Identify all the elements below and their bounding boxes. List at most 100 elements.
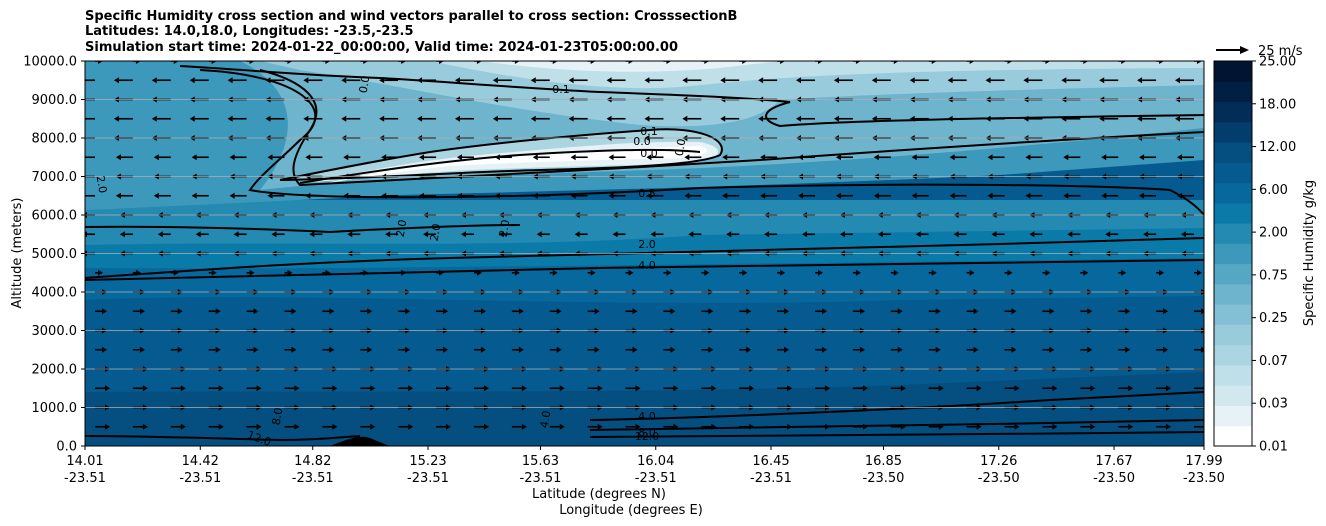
x-tick-label-lat: 15.23 <box>409 454 446 469</box>
wind-vector-head <box>343 192 349 199</box>
colorbar-tick-label: 12.00 <box>1259 140 1296 155</box>
colorbar-segment <box>1214 223 1252 244</box>
wind-vector-head <box>521 423 527 430</box>
wind-vector-head <box>1049 346 1055 353</box>
colorbar-segment <box>1214 81 1252 103</box>
wind-vector-head <box>574 231 580 238</box>
chart-title-line-3: Simulation start time: 2024-01-22_00:00:… <box>85 40 678 55</box>
x-tick-label-lat: 14.82 <box>294 454 331 469</box>
wind-vector-head <box>900 385 906 392</box>
wind-vector-head <box>976 385 982 392</box>
colorbar-tick-label: 2.00 <box>1259 226 1288 241</box>
contour-labels: 0.10.00.10.00.0 0.00.52.02.0 2.0 2.02.04.08… <box>94 75 689 449</box>
wind-vector-head <box>157 231 163 238</box>
x-tick-label-lat: 14.01 <box>66 454 103 469</box>
contour-label: 4.0 <box>638 410 656 423</box>
chart-title-line-2: Latitudes: 14.0,18.0, Longitudes: -23.5,… <box>85 24 414 39</box>
wind-vector-head <box>379 115 385 122</box>
wind-vector-head <box>113 115 119 122</box>
wind-vector-head <box>227 77 233 84</box>
wind-vector-head <box>385 231 391 238</box>
y-tick-label: 9000.0 <box>32 93 78 108</box>
wind-vector-head <box>1099 77 1105 84</box>
contour-label: 0.1 <box>552 83 570 96</box>
wind-vector-head <box>303 77 309 84</box>
wind-vector-head <box>514 61 520 64</box>
wind-vector-head <box>115 154 121 161</box>
wind-vector-head <box>897 346 903 353</box>
wind-vector-head <box>1101 192 1107 199</box>
wind-vector-head <box>1052 423 1058 430</box>
y-tick-label: 8000.0 <box>32 132 78 147</box>
wind-vector-head <box>938 385 944 392</box>
wind-vector-head <box>947 77 953 84</box>
x-tick-label-lat: 17.67 <box>1095 454 1132 469</box>
colorbar-segment <box>1214 425 1252 447</box>
x-tick-label-lon: -23.50 <box>1093 471 1135 486</box>
colorbar-tick-label: 0.01 <box>1259 440 1288 455</box>
wind-vector-head <box>480 346 486 353</box>
wind-vector-head <box>796 115 802 122</box>
wind-vector-head <box>1128 423 1134 430</box>
wind-vector-head <box>893 61 899 64</box>
wind-vector-head <box>256 423 262 430</box>
wind-vector-head <box>688 231 694 238</box>
wind-vector-head <box>115 192 121 199</box>
wind-vector-head <box>720 77 726 84</box>
wind-vector-head <box>1175 77 1180 84</box>
x-tick-label-lon: -23.50 <box>1183 471 1225 486</box>
wind-vector-head <box>518 346 524 353</box>
wind-vector-head <box>594 346 600 353</box>
wind-vector-head <box>1197 61 1202 64</box>
colorbar-label: Specific Humidity g/kg <box>1302 180 1317 326</box>
wind-vector-head <box>798 154 804 161</box>
wind-vector-head <box>379 77 385 84</box>
wind-vector-head <box>635 385 641 392</box>
contour-label: 8.0 <box>270 407 286 426</box>
y-tick-label: 5000.0 <box>32 247 78 262</box>
wind-vector-head <box>419 192 425 199</box>
y-tick-label: 7000.0 <box>32 170 78 185</box>
wind-vector-head <box>189 77 195 84</box>
colorbar-segment <box>1214 344 1252 366</box>
wind-vector-head <box>670 346 676 353</box>
wind-vector-head <box>151 77 157 84</box>
x-tick-label-lat: 14.42 <box>182 454 219 469</box>
wind-vector-head <box>1163 346 1169 353</box>
quiver-key-label: 25 m/s <box>1258 44 1303 59</box>
wind-vector-head <box>536 231 542 238</box>
wind-vector-head <box>1023 77 1029 84</box>
wind-vector-head <box>325 61 331 64</box>
wind-vector-head <box>256 385 262 392</box>
wind-vector-head <box>644 115 650 122</box>
wind-vector-head <box>76 116 81 122</box>
wind-vector-head <box>1204 405 1209 411</box>
contour-label: 2.0 <box>394 219 410 238</box>
wind-vector-head <box>1137 77 1143 84</box>
contour-label: 0.0 <box>633 135 651 148</box>
wind-vector-head <box>1014 423 1020 430</box>
wind-vector-head <box>417 115 423 122</box>
x-tick-label-lon: -23.51 <box>750 471 792 486</box>
wind-vector-head <box>871 77 877 84</box>
wind-vector-head <box>682 115 688 122</box>
wind-vector-head <box>897 308 903 315</box>
wind-vector-head <box>454 77 460 84</box>
wind-vector-head <box>1007 61 1013 64</box>
wind-vector-head <box>456 154 462 161</box>
wind-vector-head <box>973 308 979 315</box>
colorbar-segment <box>1214 101 1252 123</box>
wind-vector-head <box>991 231 997 238</box>
wind-vector-head <box>78 154 83 160</box>
wind-vector-head <box>597 385 603 392</box>
wind-vector-head <box>758 115 764 122</box>
wind-vector-head <box>552 269 558 276</box>
wind-vector-head <box>151 115 157 122</box>
wind-vector-head <box>249 61 255 64</box>
wind-vector-head <box>417 77 423 84</box>
wind-vector-head <box>893 269 899 276</box>
wind-vector-head <box>784 308 790 315</box>
x-axis-label-longitude: Longitude (degrees E) <box>559 503 703 518</box>
wind-vector-head <box>405 308 411 315</box>
wind-vector-head <box>612 231 618 238</box>
